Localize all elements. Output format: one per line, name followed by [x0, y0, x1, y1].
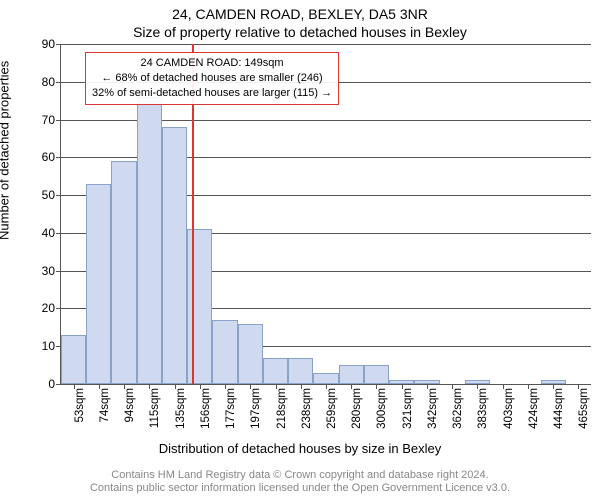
histogram-bar: [465, 380, 490, 384]
xtick-label: 321sqm: [402, 388, 414, 429]
chart-root: { "titles": { "line1": "24, CAMDEN ROAD,…: [0, 0, 600, 500]
xtick-label: 259sqm: [326, 388, 338, 429]
histogram-bar: [212, 320, 237, 384]
ytick-mark: [56, 82, 61, 83]
ytick-label: 70: [42, 113, 55, 127]
xtick-label: 362sqm: [452, 388, 464, 429]
x-axis-label: Distribution of detached houses by size …: [0, 441, 600, 456]
y-axis-label: Number of detached properties: [0, 61, 12, 240]
xtick-label: 74sqm: [99, 388, 111, 423]
histogram-bar: [162, 127, 187, 384]
ytick-label: 40: [42, 226, 55, 240]
xtick-label: 218sqm: [276, 388, 288, 429]
ytick-label: 60: [42, 150, 55, 164]
annotation-line: 32% of semi-detached houses are larger (…: [92, 86, 332, 101]
xtick-label: 156sqm: [200, 388, 212, 429]
xtick-label: 300sqm: [376, 388, 388, 429]
ytick-mark: [56, 233, 61, 234]
histogram-bar: [541, 380, 566, 384]
ytick-label: 0: [48, 377, 55, 391]
xtick-label: 280sqm: [351, 388, 363, 429]
ytick-label: 50: [42, 188, 55, 202]
histogram-bar: [364, 365, 389, 384]
annotation-box: 24 CAMDEN ROAD: 149sqm← 68% of detached …: [85, 52, 339, 105]
xtick-label: 238sqm: [301, 388, 313, 429]
annotation-line: ← 68% of detached houses are smaller (24…: [92, 71, 332, 86]
xtick-label: 177sqm: [225, 388, 237, 429]
xtick-label: 197sqm: [250, 388, 262, 429]
histogram-bar: [414, 380, 439, 384]
ytick-label: 90: [42, 37, 55, 51]
xtick-label: 342sqm: [427, 388, 439, 429]
ytick-mark: [56, 120, 61, 121]
xtick-label: 465sqm: [578, 388, 590, 429]
footer-attribution: Contains HM Land Registry data © Crown c…: [0, 469, 600, 497]
xtick-label: 444sqm: [553, 388, 565, 429]
chart-title-line1: 24, CAMDEN ROAD, BEXLEY, DA5 3NR: [0, 6, 600, 22]
histogram-bar: [111, 161, 136, 384]
histogram-bar: [313, 373, 338, 384]
xtick-label: 115sqm: [149, 388, 161, 428]
histogram-bar: [263, 358, 288, 384]
footer-line1: Contains HM Land Registry data © Crown c…: [0, 469, 600, 483]
ytick-mark: [56, 195, 61, 196]
histogram-bar: [339, 365, 364, 384]
ytick-label: 80: [42, 75, 55, 89]
plot-area: 010203040506070809053sqm74sqm94sqm115sqm…: [60, 44, 591, 385]
histogram-bar: [389, 380, 414, 384]
ytick-mark: [56, 308, 61, 309]
ytick-label: 30: [42, 264, 55, 278]
gridline: [61, 44, 591, 45]
histogram-bar: [137, 97, 162, 384]
footer-line2: Contains public sector information licen…: [0, 482, 600, 496]
ytick-label: 10: [42, 339, 55, 353]
ytick-mark: [56, 384, 61, 385]
histogram-bar: [238, 324, 263, 384]
ytick-label: 20: [42, 301, 55, 315]
xtick-label: 135sqm: [175, 388, 187, 429]
histogram-bar: [288, 358, 313, 384]
ytick-mark: [56, 271, 61, 272]
xtick-label: 424sqm: [528, 388, 540, 429]
annotation-line: 24 CAMDEN ROAD: 149sqm: [92, 56, 332, 71]
xtick-label: 53sqm: [74, 388, 86, 423]
ytick-mark: [56, 157, 61, 158]
histogram-bar: [86, 184, 111, 384]
histogram-bar: [61, 335, 86, 384]
xtick-label: 403sqm: [503, 388, 515, 429]
xtick-label: 383sqm: [477, 388, 489, 429]
ytick-mark: [56, 44, 61, 45]
xtick-label: 94sqm: [124, 388, 136, 423]
chart-title-line2: Size of property relative to detached ho…: [0, 24, 600, 40]
